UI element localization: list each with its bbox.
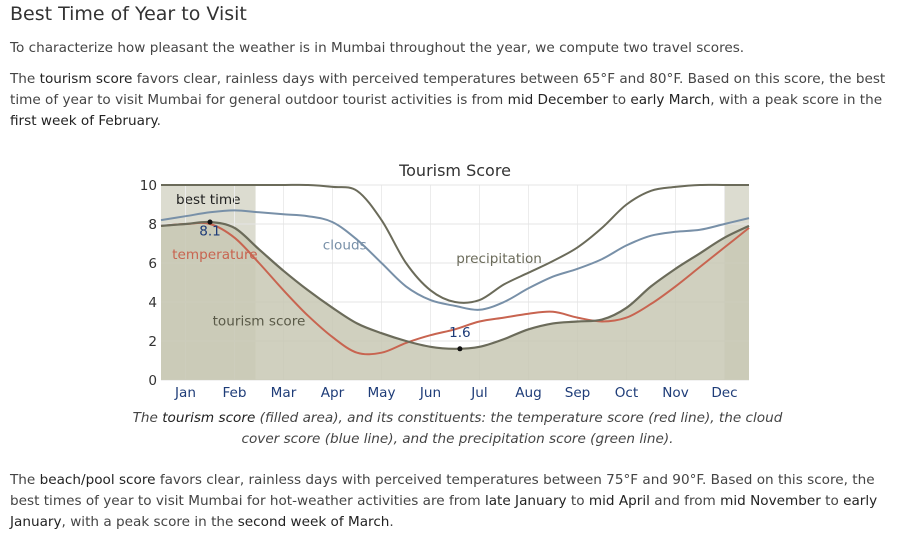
text-run: The: [10, 472, 40, 488]
intro-paragraph: To characterize how pleasant the weather…: [10, 40, 745, 56]
best-time-label: best time: [176, 192, 240, 208]
text-run: favors clear, rainless days with perceiv…: [10, 71, 886, 108]
month-label: Jul: [470, 385, 487, 401]
y-tick-label: 8: [148, 217, 157, 233]
beach-range-2-start: mid November: [720, 493, 821, 509]
section-title: Best Time of Year to Visit: [10, 3, 247, 25]
text-run: to: [608, 92, 631, 108]
text-run: .: [156, 113, 161, 129]
text-run: The: [10, 71, 40, 87]
text-run: to: [820, 493, 844, 509]
beach-paragraph: The beach/pool score favors clear, rainl…: [10, 470, 900, 533]
clouds-line: [160, 209, 750, 311]
tourism-score-chart: Tourism Score best time 0 2 4 6 8 10 temperature…: [125, 155, 775, 405]
text-run: (filled area), and its constituents: the…: [241, 410, 783, 447]
month-label: Nov: [662, 385, 689, 401]
y-tick-label: 6: [148, 256, 157, 272]
y-tick-label: 0: [148, 373, 157, 389]
clouds-series-label: clouds: [323, 237, 367, 253]
annotation-value-2: 1.6: [449, 325, 471, 341]
annotation-value-1: 8.1: [199, 224, 221, 240]
chart-title: Tourism Score: [398, 161, 511, 180]
chart-caption: The tourism score (filled area), and its…: [120, 408, 795, 450]
precipitation-line: [161, 183, 749, 304]
text-run: .: [389, 514, 394, 530]
month-label: May: [367, 385, 395, 401]
tourism-score-series-label: tourism score: [213, 313, 306, 329]
y-tick-label: 4: [148, 295, 157, 311]
beach-range-2-end: early January: [10, 493, 878, 530]
tourism-score-term: tourism score: [39, 71, 133, 87]
chart-svg: Tourism Score best time 0 2 4 6 8 10 temperature…: [140, 161, 750, 401]
month-label: Dec: [711, 385, 737, 401]
annotation-point-1: [207, 219, 213, 225]
beach-range-1-end: mid April: [588, 493, 650, 509]
text-run: and from: [649, 493, 721, 509]
tourism-score-line: [160, 220, 750, 350]
month-label: Jun: [419, 385, 441, 401]
text-run: The: [132, 410, 163, 426]
text-run: , with a peak score in the: [710, 92, 883, 108]
y-tick-label: 10: [140, 178, 157, 194]
tourism-score-area: [161, 221, 749, 380]
month-label: Apr: [321, 385, 345, 401]
temperature-series-label: temperature: [172, 247, 257, 263]
text-run: , with a peak score in the: [61, 514, 238, 530]
month-label: Jan: [174, 385, 196, 401]
month-label: Mar: [271, 385, 297, 401]
best-start: mid December: [507, 92, 609, 108]
annotation-point-2: [457, 346, 463, 352]
tourism-paragraph: The tourism score favors clear, rainless…: [10, 69, 900, 132]
y-tick-label: 2: [148, 334, 157, 350]
precipitation-series-label: precipitation: [456, 251, 542, 267]
text-run: to: [566, 493, 589, 509]
beach-range-1-start: late January: [484, 493, 567, 509]
temperature-line: [160, 221, 750, 356]
month-label: Aug: [515, 385, 542, 401]
best-end: early March: [630, 92, 711, 108]
text-run: favors clear, rainless days with perceiv…: [10, 472, 875, 509]
beach-score-term: beach/pool score: [39, 472, 156, 488]
beach-peak-time: second week of March: [237, 514, 390, 530]
month-label: Feb: [222, 385, 246, 401]
month-label: Sep: [565, 385, 591, 401]
month-label: Oct: [615, 385, 639, 401]
peak-time: first week of February: [10, 113, 157, 129]
caption-tourism-term: tourism score: [162, 410, 256, 426]
